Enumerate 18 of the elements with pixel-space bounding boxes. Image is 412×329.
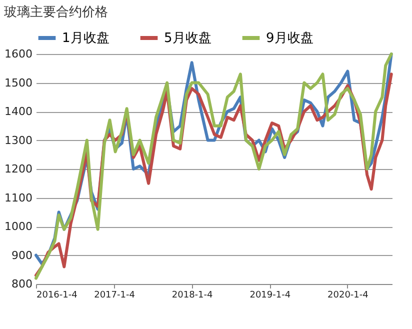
y-tick-label: 900 bbox=[12, 248, 32, 262]
legend-label: 1月收盘 bbox=[62, 31, 110, 46]
y-tick-label: 1100 bbox=[4, 191, 32, 204]
x-tick-label: 2019-1-4 bbox=[250, 290, 291, 300]
y-tick-label: 1200 bbox=[4, 162, 32, 176]
y-tick-label: 800 bbox=[12, 278, 32, 290]
y-tick-label: 1600 bbox=[4, 48, 32, 60]
x-tick-label: 2018-1-4 bbox=[172, 290, 214, 300]
y-tick-label: 1000 bbox=[4, 220, 32, 233]
y-tick-label: 1400 bbox=[4, 105, 32, 118]
legend-label: 9月收盘 bbox=[266, 31, 314, 46]
chart-title: 玻璃主要合约价格 bbox=[4, 4, 108, 20]
y-tick-label: 1300 bbox=[4, 134, 32, 147]
x-tick-label: 2016-1-4 bbox=[36, 290, 78, 300]
y-tick-label: 1500 bbox=[4, 76, 32, 90]
legend-label: 5月收盘 bbox=[164, 31, 212, 46]
x-tick-label: 2017-1-4 bbox=[94, 290, 136, 300]
x-tick-label: 2020-1-4 bbox=[328, 290, 369, 300]
